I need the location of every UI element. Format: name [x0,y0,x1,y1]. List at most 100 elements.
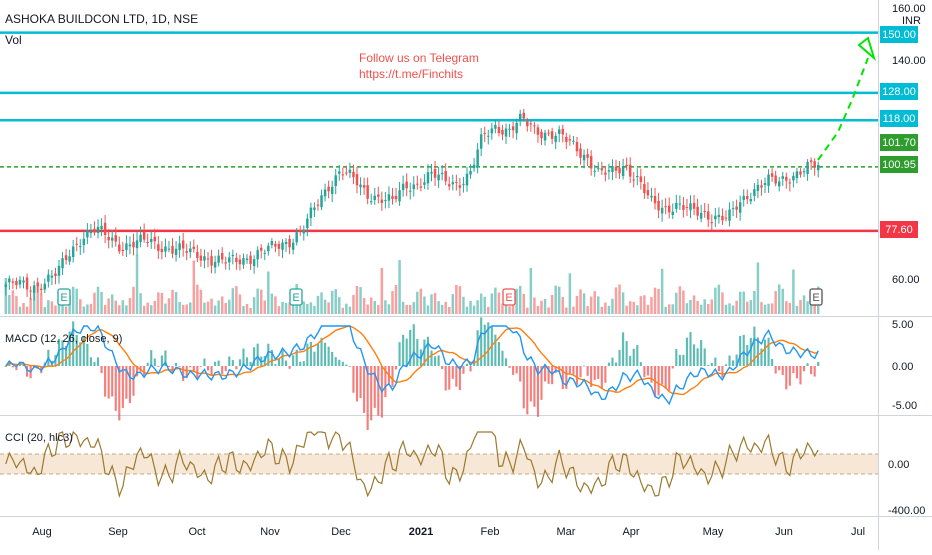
volume-bar [557,286,561,314]
candle-body [22,280,25,283]
candle-body [235,257,238,263]
macd-label: MACD (12, 26, close, 9) [5,333,122,345]
macd-histogram-bar [89,357,92,366]
macd-histogram-bar [68,331,71,366]
macd-histogram-bar [710,362,713,366]
macd-histogram-bar [771,358,774,366]
macd-histogram-bar [82,336,85,366]
candle-body [199,255,203,261]
price-level-tag-label: 128.00 [882,86,916,98]
candle-body [68,256,71,262]
candle-body [448,184,451,187]
cci-indicator [0,430,878,499]
candle-body [43,283,47,290]
macd-histogram-bar [224,366,227,372]
volume-bar [707,304,710,314]
macd-histogram-bar [763,339,767,366]
volume-bar [614,287,618,314]
earnings-marker[interactable] [289,288,303,306]
volume-bar [724,304,728,314]
candle-body [462,183,465,185]
volume-bar [249,307,252,314]
volume-bar [643,295,646,314]
volume-bar [795,305,799,314]
price-level-tag[interactable] [880,26,918,43]
macd-histogram-bar [756,337,759,366]
macd-histogram-bar [281,350,284,366]
candle-body [256,250,259,260]
candle-body [114,235,117,242]
volume-bar [377,305,380,314]
candle-body [699,212,703,219]
projection-arrow-line[interactable] [817,57,869,161]
price-level-tag[interactable] [880,110,918,127]
candle-body [391,196,394,199]
volume-bar [362,298,366,314]
macd-histogram-bar [135,366,139,377]
macd-histogram-bar [632,348,635,366]
macd-histogram-bar [643,366,646,378]
volume-bar [426,305,430,314]
macd-histogram-bar [409,329,412,366]
candle-body [394,195,398,200]
candle-body [501,130,504,135]
candle-body [451,182,455,185]
macd-histogram-bar [639,362,642,366]
candle-body [604,172,607,175]
macd-histogram-bar [405,338,408,366]
candle-body [660,207,664,214]
macd-histogram-bar [143,366,146,376]
candle-body [710,222,714,224]
macd-histogram-bar [65,345,68,366]
macd-histogram-bar [579,366,582,378]
price-level-tag[interactable] [880,134,918,151]
arrow-head [857,36,876,62]
candle-body [692,203,696,209]
candle-body [554,135,557,142]
volume-bar [476,300,479,314]
macd-histogram-bar [416,339,419,366]
candle-body [518,113,522,122]
macd-histogram-bar [402,334,405,366]
volume-bar [75,288,78,314]
volume-bar [196,284,199,314]
volume-bar [678,286,682,314]
volume-bar [220,296,224,314]
price-level-tag[interactable] [880,156,918,173]
candle-body [458,185,462,188]
earnings-marker[interactable] [809,288,823,306]
earnings-marker[interactable] [57,288,71,306]
volume-bar [650,297,653,314]
volume-bar [110,294,114,314]
price-level-tag-label: 118.00 [883,113,916,125]
candle-body [267,245,270,252]
macd-histogram-bar [817,361,820,366]
macd-histogram-bar [238,359,241,366]
candle-body [355,174,359,186]
price-level-tag[interactable] [880,83,918,100]
price-level-tag[interactable] [880,221,918,238]
macd-histogram-bar [441,366,444,370]
annotation-link[interactable]: https://t.me/Finchits [359,67,463,81]
macd-histogram-bar [182,366,185,381]
macd-histogram-bar [150,350,153,366]
volume-bar [799,299,802,314]
macd-histogram-bar [391,366,394,387]
volume-bar [256,288,259,314]
macd-histogram-bar [724,364,728,366]
candle-body [174,248,178,255]
candle-body [299,230,302,232]
macd-histogram-bar [178,366,181,367]
macd-histogram-bar [664,366,667,389]
price-pane[interactable] [0,0,878,316]
time-axis-label: May [703,526,724,538]
macd-histogram-bar [565,366,568,389]
volume-bar [199,289,203,314]
volume-bar [71,286,75,314]
candle-body [334,175,337,187]
earnings-marker[interactable] [502,288,516,306]
candle-body [568,139,572,141]
macd-histogram-bar [575,366,579,385]
